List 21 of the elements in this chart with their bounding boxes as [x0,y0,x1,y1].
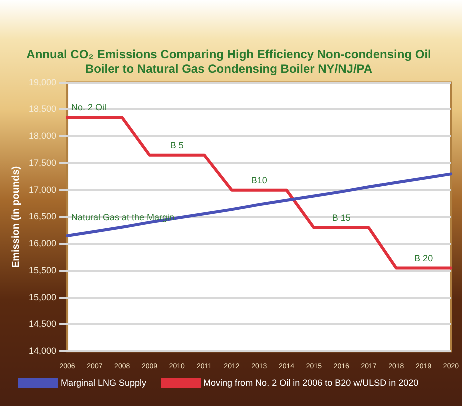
annotation: B 15 [332,212,351,223]
legend-label: Marginal LNG Supply [61,378,147,388]
chart-title: Annual CO₂ Emissions Comparing High Efficiency Non-condensing Oil Boiler to Natural Gas Condensing Boiler NY/NJ/PA [26,48,432,76]
y-tick-label: 17,000 [28,184,57,195]
y-tick-label: 15,000 [28,292,57,302]
y-tick-label: 18,000 [28,131,57,142]
annotation: Natural Gas at the Margin [72,212,175,222]
y-tick-label: 14,000 [28,346,57,356]
y-tick-label: 19,000 [28,77,57,88]
y-tick-label: 16,000 [28,238,57,249]
y-axis-title: Emission (in pounds) [10,166,22,268]
annotation: B 20 [414,253,434,264]
legend-label: Moving from No. 2 Oil in 2006 to B20 w/ULSD in 2020 [204,378,419,388]
annotation: B 5 [170,140,184,150]
annotation: No. 2 Oil [72,102,107,113]
y-tick-label: 14,500 [28,319,57,330]
y-tick-label: 15,500 [28,265,57,276]
y-tick-label: 16,500 [28,212,57,222]
y-tick-label: 18,500 [28,104,57,114]
y-tick-label: 17,500 [28,158,57,168]
annotation: B10 [251,175,268,186]
